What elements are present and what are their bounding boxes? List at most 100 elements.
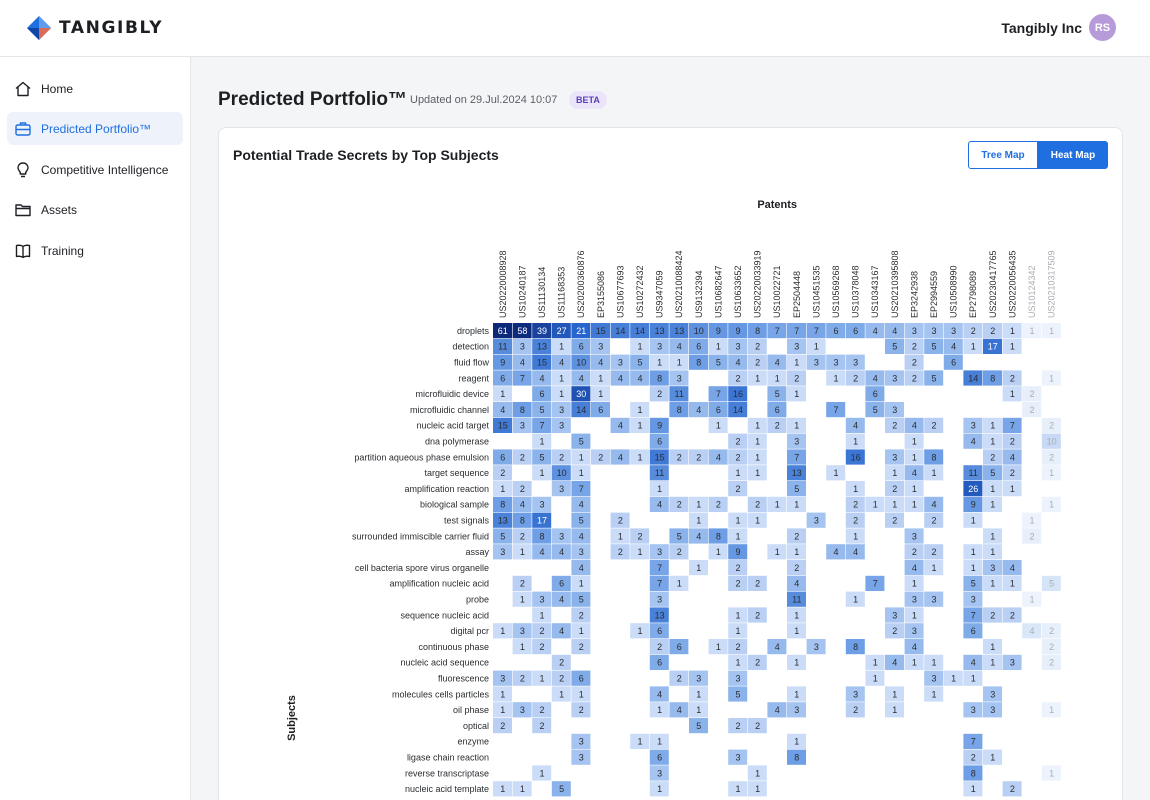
heatmap-cell[interactable] (728, 670, 748, 686)
heatmap-cell[interactable] (845, 370, 865, 386)
heatmap-cell[interactable] (1002, 781, 1022, 797)
heatmap-cell[interactable] (512, 512, 532, 528)
heatmap-cell[interactable] (983, 560, 1002, 576)
heatmap-cell[interactable] (728, 639, 748, 655)
heatmap-cell[interactable] (728, 512, 748, 528)
heatmap-cell[interactable] (551, 449, 571, 465)
heatmap-cell[interactable] (728, 386, 748, 402)
heatmap-cell[interactable] (493, 449, 512, 465)
heatmap-cell[interactable] (669, 323, 689, 339)
heatmap-cell[interactable] (669, 402, 689, 418)
heatmap-cell[interactable] (904, 591, 924, 607)
heatmap-cell[interactable] (747, 465, 767, 481)
heatmap-cell[interactable] (963, 560, 983, 576)
heatmap-cell[interactable] (845, 702, 865, 718)
heatmap-cell[interactable] (904, 481, 924, 497)
heatmap-cell[interactable] (571, 323, 591, 339)
heatmap-cell[interactable] (1022, 323, 1042, 339)
heatmap-cell[interactable] (728, 607, 748, 623)
heatmap-cell[interactable] (826, 544, 846, 560)
heatmap-cell[interactable] (963, 575, 983, 591)
heatmap-cell[interactable] (512, 670, 532, 686)
heatmap-cell[interactable] (747, 765, 767, 781)
heatmap-cell[interactable] (885, 496, 904, 512)
heatmap-cell[interactable] (787, 623, 806, 639)
heatmap-cell[interactable] (493, 781, 512, 797)
heatmap-cell[interactable] (571, 528, 591, 544)
heatmap-cell[interactable] (669, 544, 689, 560)
heatmap-cell[interactable] (493, 544, 512, 560)
heatmap-cell[interactable] (532, 607, 552, 623)
heatmap-cell[interactable] (885, 607, 904, 623)
heatmap-cell[interactable] (610, 370, 630, 386)
heatmap-cell[interactable] (924, 496, 944, 512)
heatmap-cell[interactable] (669, 496, 689, 512)
heatmap-cell[interactable] (865, 575, 885, 591)
heatmap-cell[interactable] (649, 623, 669, 639)
heatmap-cell[interactable] (1022, 528, 1042, 544)
heatmap-cell[interactable] (924, 417, 944, 433)
heatmap-cell[interactable] (924, 338, 944, 354)
heatmap-cell[interactable] (571, 607, 591, 623)
heatmap-cell[interactable] (689, 338, 708, 354)
heatmap-cell[interactable] (512, 702, 532, 718)
heatmap-cell[interactable] (669, 449, 689, 465)
heatmap-cell[interactable] (493, 686, 512, 702)
heatmap-cell[interactable] (649, 354, 669, 370)
heatmap-cell[interactable] (1002, 338, 1022, 354)
heatmap-cell[interactable] (845, 323, 865, 339)
heatmap-cell[interactable] (787, 575, 806, 591)
heatmap-cell[interactable] (983, 528, 1002, 544)
heatmap-cell[interactable] (551, 354, 571, 370)
heatmap-cell[interactable] (904, 433, 924, 449)
heatmap-cell[interactable] (493, 386, 512, 402)
heatmap-cell[interactable] (571, 575, 591, 591)
heatmap-cell[interactable] (865, 654, 885, 670)
heatmap-cell[interactable] (571, 639, 591, 655)
heatmap-cell[interactable] (649, 481, 669, 497)
heatmap-cell[interactable] (728, 338, 748, 354)
heatmap-cell[interactable] (571, 702, 591, 718)
heatmap-cell[interactable] (885, 465, 904, 481)
heatmap-cell[interactable] (983, 575, 1002, 591)
heatmap-cell[interactable] (1022, 512, 1042, 528)
heatmap-cell[interactable] (904, 639, 924, 655)
heatmap-cell[interactable] (728, 575, 748, 591)
heatmap-cell[interactable] (983, 749, 1002, 765)
heatmap-cell[interactable] (924, 449, 944, 465)
account-menu[interactable]: Tangibly Inc RS (1001, 14, 1116, 41)
heatmap-cell[interactable] (1002, 560, 1022, 576)
heatmap-cell[interactable] (1041, 449, 1061, 465)
heatmap-cell[interactable] (512, 639, 532, 655)
heatmap-cell[interactable] (747, 512, 767, 528)
heatmap-cell[interactable] (845, 496, 865, 512)
heatmap-cell[interactable] (532, 702, 552, 718)
heatmap-cell[interactable] (610, 528, 630, 544)
heatmap-cell[interactable] (845, 481, 865, 497)
heatmap-cell[interactable] (845, 591, 865, 607)
heatmap-cell[interactable] (649, 323, 669, 339)
logo[interactable]: TANGIBLY (26, 15, 163, 41)
heatmap-cell[interactable] (1041, 465, 1061, 481)
heatmap-cell[interactable] (649, 686, 669, 702)
heatmap-cell[interactable] (630, 623, 650, 639)
heatmap-cell[interactable] (669, 338, 689, 354)
heatmap-cell[interactable] (904, 623, 924, 639)
heatmap-cell[interactable] (904, 465, 924, 481)
heatmap-cell[interactable] (571, 670, 591, 686)
heatmap-cell[interactable] (493, 338, 512, 354)
heatmap-cell[interactable] (493, 481, 512, 497)
heatmap-cell[interactable] (532, 544, 552, 560)
heatmap-cell[interactable] (571, 481, 591, 497)
heatmap-cell[interactable] (963, 765, 983, 781)
heatmap-cell[interactable] (963, 749, 983, 765)
heatmap-cell[interactable] (767, 544, 787, 560)
heatmap-cell[interactable] (649, 591, 669, 607)
heatmap-cell[interactable] (649, 386, 669, 402)
heatmap-cell[interactable] (904, 544, 924, 560)
heatmap-cell[interactable] (826, 465, 846, 481)
heatmap-cell[interactable] (904, 496, 924, 512)
tree-map-button[interactable]: Tree Map (968, 141, 1038, 169)
heatmap-cell[interactable] (845, 528, 865, 544)
heatmap-cell[interactable] (512, 338, 532, 354)
